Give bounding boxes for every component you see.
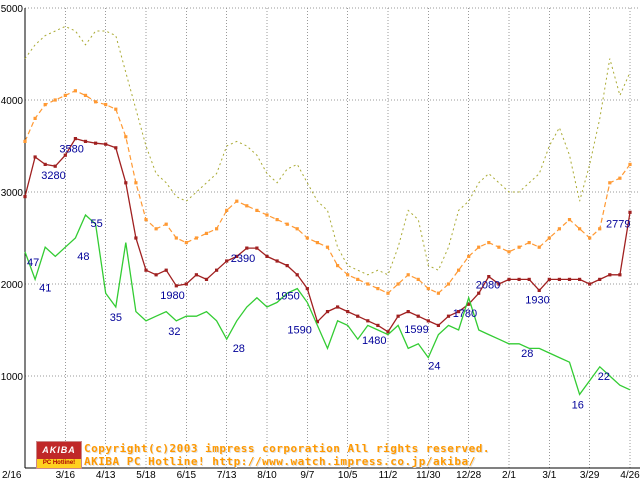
- average-price-markers: [23, 137, 632, 334]
- x-tick-label: 10/5: [338, 470, 358, 480]
- y-tick-label: 1000: [1, 372, 24, 383]
- x-tick-label: 11/30: [416, 470, 441, 480]
- data-label: 1590: [287, 325, 311, 337]
- x-tick-label: 2/16: [2, 470, 22, 480]
- data-label: 1950: [275, 291, 299, 303]
- y-tick-label: 5000: [1, 4, 24, 15]
- data-label: 24: [428, 361, 440, 373]
- max-price-line: [24, 25, 631, 276]
- axes: [24, 8, 640, 469]
- x-tick-label: 11/2: [379, 470, 398, 480]
- y-tick-label: 3000: [1, 188, 24, 199]
- data-label: 1599: [404, 324, 428, 336]
- x-tick-label: 12/28: [456, 470, 481, 480]
- data-label: 22: [598, 371, 610, 383]
- data-label: 47: [27, 257, 39, 269]
- x-tick-label: 4/13: [96, 470, 116, 480]
- y-tick-label: 2000: [1, 280, 24, 291]
- x-tick-label: 9/7: [300, 470, 314, 480]
- x-tick-label: 5/18: [136, 470, 156, 480]
- copyright-text: Copyright(c)2003 impress corporation All…: [84, 442, 490, 455]
- value-annotations: 3280 3580 47 41 48 55 35 1980 32 2390 28 1950 1590 14…: [27, 144, 630, 412]
- data-label: 1980: [160, 290, 184, 302]
- data-label: 35: [110, 312, 122, 324]
- x-tick-label: 4/26: [620, 470, 640, 480]
- data-label: 3280: [41, 170, 65, 182]
- data-label: 2779: [606, 218, 630, 230]
- data-label: 2080: [476, 280, 500, 292]
- x-tick-label: 2/1: [502, 470, 516, 480]
- x-tick-label: 6/15: [177, 470, 197, 480]
- min-price-line: [24, 213, 631, 396]
- data-label: 28: [233, 343, 245, 355]
- data-label: 1780: [453, 308, 477, 320]
- x-tick-label: 3/16: [56, 470, 76, 480]
- x-tick-label: 7/13: [217, 470, 237, 480]
- data-label: 1930: [525, 294, 549, 306]
- upper-average-price-markers: [23, 89, 632, 295]
- data-label: 3580: [59, 144, 83, 156]
- data-label: 55: [91, 218, 103, 230]
- data-label: 1480: [362, 335, 386, 347]
- data-label: 2390: [231, 253, 255, 265]
- data-label: 41: [39, 282, 51, 294]
- data-label: 48: [77, 251, 89, 263]
- logo-akiba-text: AKIBA: [37, 442, 81, 459]
- data-label: 16: [572, 399, 584, 411]
- y-tick-label: 4000: [1, 96, 24, 107]
- x-tick-label: 8/10: [257, 470, 277, 480]
- y-axis-labels: 1000 2000 3000 4000 5000: [1, 4, 24, 383]
- akiba-pc-hotline-logo: AKIBA PC Hotline!: [36, 441, 82, 469]
- data-label: 28: [521, 348, 533, 360]
- logo-pc-hotline-text: PC Hotline!: [37, 459, 81, 468]
- site-url-text: AKIBA PC Hotline! http://www.watch.impre…: [84, 455, 476, 468]
- x-tick-label: 3/1: [542, 470, 556, 480]
- x-axis-labels: 2/16 3/16 4/13 5/18 6/15 7/13 8/10 9/7 10/5 11/2 1…: [2, 470, 640, 480]
- data-label: 32: [168, 326, 180, 338]
- x-tick-label: 3/29: [580, 470, 600, 480]
